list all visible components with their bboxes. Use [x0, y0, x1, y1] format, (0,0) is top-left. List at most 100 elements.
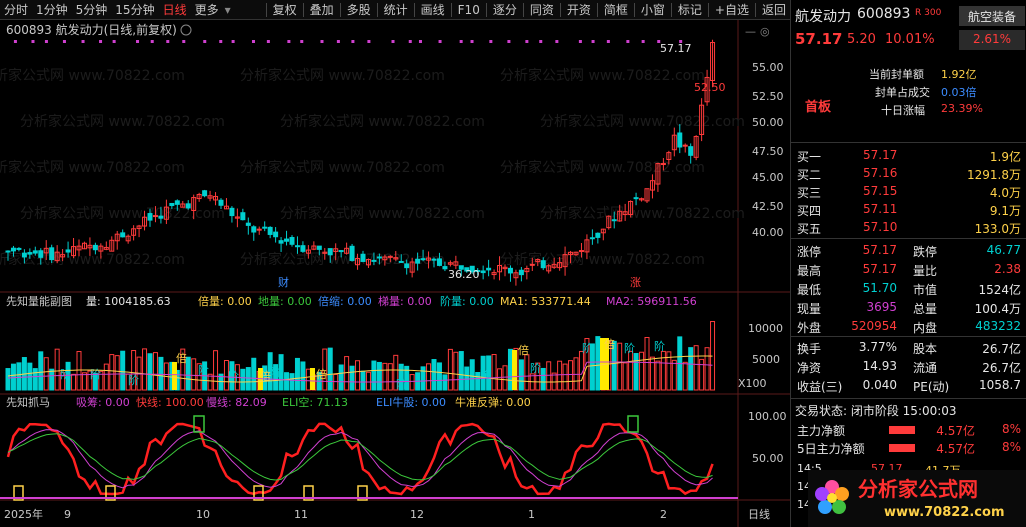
tab-1min[interactable]: 1分钟	[36, 2, 68, 17]
volume-bar	[300, 361, 306, 391]
osc-buy-box	[13, 485, 24, 501]
volume-bar	[213, 350, 219, 391]
stat-value: 26.7亿	[982, 361, 1021, 375]
volume-bar	[87, 370, 93, 391]
btn-multi-stock[interactable]: 多股	[346, 2, 371, 17]
bid-price[interactable]: 57.16	[863, 166, 898, 180]
volume-bar	[355, 360, 361, 391]
chevron-down-icon[interactable]: ▾	[224, 2, 231, 17]
volume-bar	[349, 365, 355, 391]
volume-bar	[43, 357, 49, 391]
flow-bar	[889, 444, 915, 452]
btn-mark[interactable]: 标记	[677, 2, 702, 17]
top-marker	[231, 40, 235, 43]
vol-bei-label: 倍	[176, 351, 187, 365]
tab-daily[interactable]: 日线	[162, 2, 187, 17]
btn-add-watchlist[interactable]: +自选	[714, 2, 749, 17]
seal-ratio-value: 0.03倍	[941, 86, 977, 99]
candle-body	[278, 240, 284, 244]
bid-price[interactable]: 57.11	[863, 202, 898, 216]
btn-tongzi[interactable]: 同资	[529, 2, 554, 17]
ten-day-label: 十日涨幅	[881, 104, 925, 117]
volume-bar	[376, 361, 382, 391]
logo-name: 分析家公式网	[858, 477, 978, 501]
osc-eli-line	[7, 433, 713, 481]
sector-badge[interactable]: 航空装备	[959, 6, 1025, 26]
btn-statistics[interactable]: 统计	[383, 2, 408, 17]
watermark-text: 分析家公式网 www.70822.com	[280, 205, 485, 222]
btn-f10[interactable]: F10	[457, 2, 480, 17]
oscillator-lines	[6, 422, 714, 496]
top-marker	[507, 40, 511, 43]
volume-bar-highlight	[600, 338, 605, 390]
candle-body	[628, 201, 634, 216]
candle-body	[327, 248, 333, 256]
volume-bar	[38, 351, 44, 391]
candle-body	[436, 258, 442, 266]
btn-draw-line[interactable]: 画线	[420, 2, 445, 17]
tab-more[interactable]: 更多	[194, 2, 219, 17]
btn-back[interactable]: 返回	[761, 2, 786, 17]
btn-kaizi[interactable]: 开资	[566, 2, 591, 17]
candle-body	[682, 144, 688, 147]
volume-bar	[546, 361, 552, 391]
candle-body	[486, 267, 492, 271]
candle-body	[693, 135, 699, 158]
volume-bar	[278, 354, 284, 391]
osc-buy-box	[303, 485, 314, 501]
candle-body	[185, 203, 191, 209]
bid-price[interactable]: 57.10	[863, 220, 898, 234]
btn-overlay[interactable]: 叠加	[309, 2, 334, 17]
btn-jiankuang[interactable]: 简框	[603, 2, 628, 17]
candle-body	[196, 194, 202, 200]
bid-price[interactable]: 57.15	[863, 184, 898, 198]
volume-bar	[71, 373, 77, 391]
tab-fenshi[interactable]: 分时	[4, 2, 29, 17]
volume-bar	[420, 366, 426, 391]
bid-volume: 1291.8万	[967, 168, 1021, 182]
volume-bar	[453, 351, 459, 391]
candle-body	[229, 207, 235, 217]
btn-zhufen[interactable]: 逐分	[492, 2, 517, 17]
volume-bar	[185, 356, 191, 391]
candle-body	[142, 216, 148, 227]
period-toolbar: 分时 1分钟 5分钟 15分钟 日线 更多 ▾ 复权 叠加 多股 统计 画线 F…	[0, 0, 790, 20]
top-marker	[136, 40, 140, 43]
seal-ratio-label: 封单占成交	[875, 86, 930, 99]
volume-bar	[60, 372, 66, 391]
btn-small-window[interactable]: 小窗	[640, 2, 665, 17]
candle-body	[54, 251, 60, 262]
chart-area[interactable]: 分析家公式网 www.70822.com 分析家公式网 www.70822.com…	[0, 20, 790, 527]
stat-label: 收益(三)	[797, 380, 843, 394]
osc-name: 先知抓马	[6, 395, 50, 409]
bid-price[interactable]: 57.17	[863, 148, 898, 162]
candle-body	[333, 248, 339, 252]
candle-body	[65, 249, 71, 253]
candle-body	[600, 228, 606, 234]
btn-fuquan[interactable]: 复权	[272, 2, 297, 17]
candle-body	[666, 152, 672, 161]
volume-bar	[693, 345, 699, 391]
price-tick: 42.50	[752, 200, 784, 213]
top-marker	[438, 40, 442, 43]
flow-value: 4.57亿	[936, 442, 975, 456]
stat-label: 外盘	[797, 321, 822, 335]
oscillator-markers	[0, 415, 738, 501]
top-marker	[31, 40, 35, 43]
x-axis-period: 日线	[748, 507, 770, 521]
candle-body	[284, 238, 290, 242]
stat-value: 0.040	[862, 378, 897, 392]
price-tick: 50.00	[752, 116, 784, 129]
stat-value: 57.17	[862, 243, 897, 257]
candle-body	[387, 255, 393, 258]
candle-body	[655, 163, 661, 185]
tab-15min[interactable]: 15分钟	[115, 2, 155, 17]
candle-body	[251, 226, 257, 233]
volume-bar	[245, 367, 251, 391]
candle-body	[573, 251, 579, 256]
tab-5min[interactable]: 5分钟	[75, 2, 108, 17]
volume-bar	[273, 364, 279, 391]
osc-slow: 慢线: 82.09	[206, 395, 267, 409]
volume-bar	[32, 368, 38, 391]
kline-chart[interactable]: 分析家公式网 www.70822.com 分析家公式网 www.70822.com…	[0, 20, 790, 527]
